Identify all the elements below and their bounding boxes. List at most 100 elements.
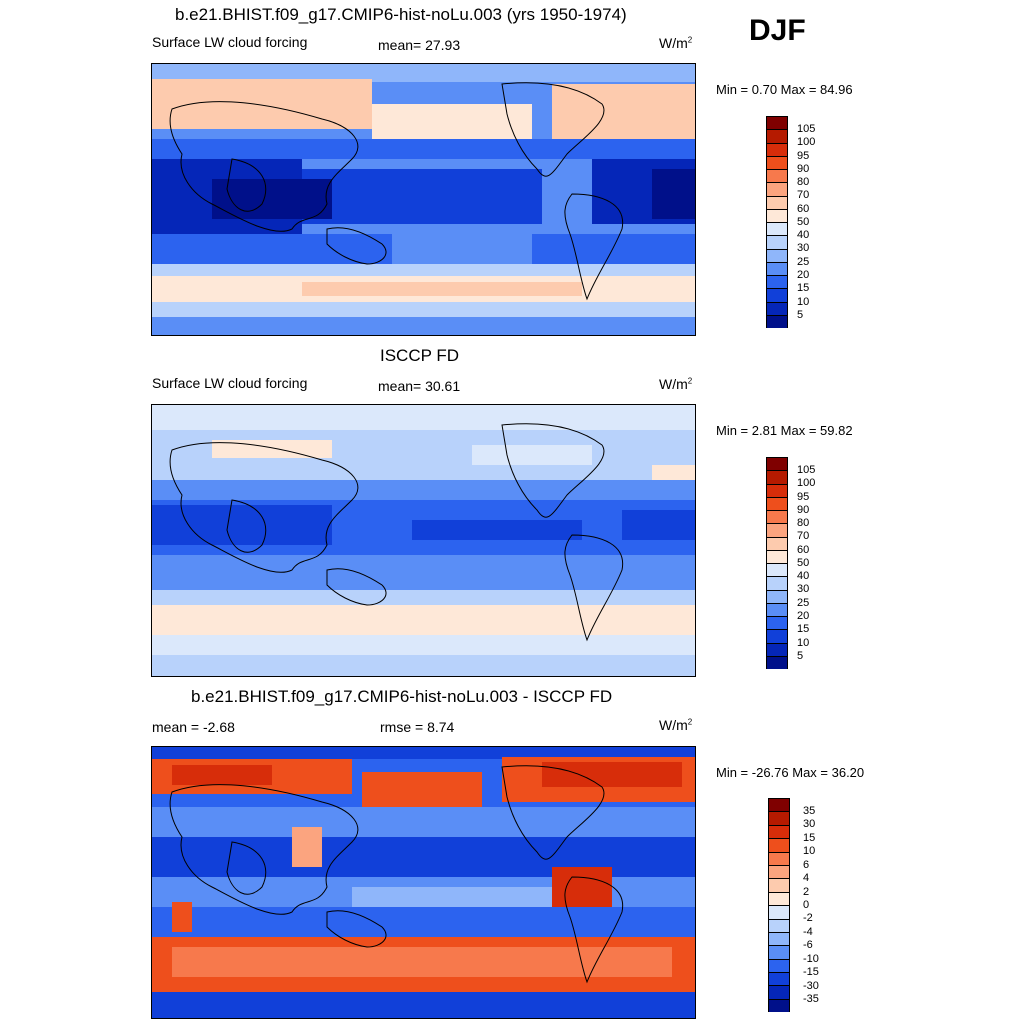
panel-1-colorbar (766, 116, 788, 328)
colorbar-tick-label: 0 (803, 899, 810, 911)
colorbar-segment (769, 973, 789, 987)
colorbar-tick-label: -6 (803, 939, 813, 951)
colorbar-segment (769, 852, 789, 866)
colorbar-segment (767, 196, 787, 210)
panel-2-mean-label: mean= 30.61 (378, 378, 461, 394)
colorbar-tick-label: 6 (803, 859, 810, 871)
colorbar-segment (769, 799, 789, 813)
colorbar-segment (769, 892, 789, 907)
panel-3-units: W/m2 (659, 717, 693, 733)
colorbar-segment (767, 524, 787, 538)
colorbar-tick-label: 20 (797, 269, 810, 281)
colorbar-segment (769, 839, 789, 853)
colorbar-tick-label: 50 (797, 557, 810, 569)
panel-1-mean-label: mean= 27.93 (378, 37, 461, 53)
colorbar-tick-label: 70 (797, 189, 810, 201)
panel-1-map (151, 63, 696, 336)
colorbar-segment (769, 906, 789, 920)
colorbar-segment (767, 143, 787, 157)
colorbar-segment (767, 617, 787, 631)
panel-3-mean-label: mean = -2.68 (152, 719, 235, 735)
colorbar-tick-label: 30 (803, 818, 816, 830)
colorbar-tick-label: -10 (803, 953, 819, 965)
colorbar-tick-label: 4 (803, 872, 810, 884)
colorbar-segment (767, 183, 787, 197)
colorbar-tick-label: 25 (797, 256, 810, 268)
panel-2-units: W/m2 (659, 376, 693, 392)
colorbar-tick-label: 10 (797, 296, 810, 308)
colorbar-segment (769, 986, 789, 1000)
colorbar-segment (767, 315, 787, 328)
colorbar-segment (769, 825, 789, 840)
colorbar-segment (767, 656, 787, 669)
season-label: DJF (749, 14, 806, 47)
colorbar-tick-label: 100 (797, 136, 816, 148)
panel-1-minmax: Min = 0.70 Max = 84.96 (716, 82, 853, 97)
colorbar-segment (767, 262, 787, 276)
colorbar-segment (767, 537, 787, 551)
colorbar-segment (767, 236, 787, 250)
colorbar-tick-label: 60 (797, 203, 810, 215)
colorbar-tick-label: 95 (797, 150, 810, 162)
colorbar-tick-label: 30 (797, 242, 810, 254)
colorbar-segment (767, 590, 787, 604)
colorbar-tick-label: 10 (797, 637, 810, 649)
colorbar-segment (767, 209, 787, 223)
colorbar-segment (769, 919, 789, 933)
panel-2-map (151, 404, 696, 677)
colorbar-segment (767, 564, 787, 578)
colorbar-tick-label: 40 (797, 229, 810, 241)
colorbar-tick-label: 5 (797, 650, 804, 662)
colorbar-tick-label: 50 (797, 216, 810, 228)
colorbar-segment (769, 999, 789, 1012)
colorbar-segment (767, 170, 787, 184)
colorbar-tick-label: 60 (797, 544, 810, 556)
colorbar-segment (767, 550, 787, 564)
colorbar-segment (767, 484, 787, 498)
colorbar-segment (767, 497, 787, 511)
colorbar-segment (767, 117, 787, 131)
colorbar-segment (767, 130, 787, 144)
colorbar-segment (767, 249, 787, 263)
colorbar-segment (767, 302, 787, 316)
colorbar-segment (767, 289, 787, 303)
colorbar-tick-label: 95 (797, 491, 810, 503)
colorbar-tick-label: 15 (797, 623, 810, 635)
colorbar-segment (767, 471, 787, 485)
colorbar-tick-label: 30 (797, 583, 810, 595)
colorbar-segment (767, 156, 787, 170)
colorbar-segment (767, 577, 787, 591)
colorbar-tick-label: 105 (797, 464, 816, 476)
panel-3-minmax: Min = -26.76 Max = 36.20 (716, 765, 865, 780)
colorbar-segment (769, 812, 789, 826)
colorbar-tick-label: 5 (797, 309, 804, 321)
colorbar-segment (769, 946, 789, 960)
panel-3-map (151, 746, 696, 1019)
colorbar-tick-label: 90 (797, 163, 810, 175)
colorbar-tick-label: 15 (797, 282, 810, 294)
colorbar-tick-label: -2 (803, 912, 813, 924)
colorbar-tick-label: -4 (803, 926, 813, 938)
colorbar-segment (767, 511, 787, 525)
panel-3-colorbar (768, 798, 790, 1012)
colorbar-tick-label: 80 (797, 517, 810, 529)
colorbar-segment (767, 643, 787, 657)
colorbar-tick-label: 40 (797, 570, 810, 582)
colorbar-tick-label: 100 (797, 477, 816, 489)
colorbar-tick-label: 20 (797, 610, 810, 622)
colorbar-segment (767, 276, 787, 290)
panel-2-title: ISCCP FD (380, 346, 460, 365)
colorbar-segment (769, 959, 789, 974)
colorbar-tick-label: -30 (803, 980, 819, 992)
panel-2-minmax: Min = 2.81 Max = 59.82 (716, 423, 853, 438)
panel-3-title: b.e21.BHIST.f09_g17.CMIP6-hist-noLu.003 … (191, 687, 613, 706)
panel-1-title: b.e21.BHIST.f09_g17.CMIP6-hist-noLu.003 … (175, 5, 627, 24)
colorbar-segment (767, 603, 787, 617)
colorbar-tick-label: 80 (797, 176, 810, 188)
panel-3-rmse-label: rmse = 8.74 (380, 719, 455, 735)
colorbar-segment (769, 865, 789, 880)
colorbar-tick-label: 10 (803, 845, 816, 857)
colorbar-tick-label: 35 (803, 805, 816, 817)
panel-2-colorbar (766, 457, 788, 669)
colorbar-segment (769, 932, 789, 947)
